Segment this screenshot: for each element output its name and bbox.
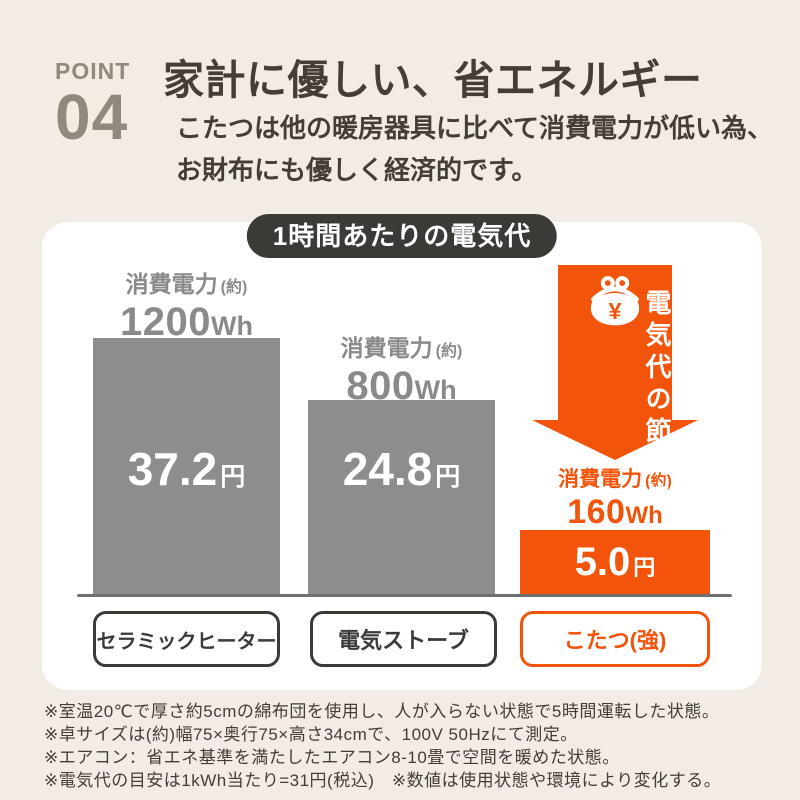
- chart-card: 1時間あたりの電気代 消費電力 (約) 1200Wh 消費電力 (約) 800Wh …: [42, 214, 762, 690]
- chart-baseline: [77, 594, 732, 597]
- point-label: POINT: [55, 58, 131, 84]
- category-kotatsu: こたつ(強): [520, 611, 710, 667]
- cost-number: 5.0: [574, 540, 631, 584]
- approx-note: (約): [220, 279, 248, 296]
- coin-purse-icon: ¥: [590, 276, 640, 326]
- bar-kotatsu: [520, 530, 710, 595]
- page-subtitle: こたつは他の暖房器具に比べて消費電力が低い為、 お財布にも優しく経済的です。: [176, 108, 773, 191]
- bar-electric-stove: [308, 400, 495, 595]
- cost-value-kotatsu: 5.0 円: [520, 542, 710, 582]
- power-word: 消費電力: [125, 271, 218, 297]
- footnote-1: ※室温20℃で厚さ約5cmの綿布団を使用し、人が入らない状態で5時間運転した状態…: [44, 702, 720, 721]
- savings-text-line1: 電気代の: [642, 289, 672, 417]
- savings-arrow-body: ¥: [558, 265, 672, 421]
- cost-unit: 円: [633, 555, 656, 580]
- power-label-kotatsu: 消費電力 (約) 160Wh: [520, 468, 710, 531]
- cost-value-stove: 24.8 円: [308, 446, 495, 492]
- page-title: 家計に優しい、省エネルギー: [163, 57, 703, 103]
- bar-ceramic-heater: [93, 338, 280, 595]
- power-unit: Wh: [625, 502, 663, 530]
- cost-unit: 円: [435, 463, 461, 491]
- savings-text-line2: 節約に: [642, 417, 672, 513]
- approx-note: (約): [645, 473, 672, 490]
- power-unit: Wh: [211, 311, 253, 342]
- category-ceramic-heater: セラミックヒーター: [93, 611, 280, 667]
- footnote-2: ※卓サイズは(約)幅75×奥行75×高さ34cmで、100V 50Hzにて測定。: [44, 725, 578, 744]
- power-label-stove: 消費電力 (約) 800Wh: [308, 335, 495, 408]
- power-word: 消費電力: [340, 335, 433, 361]
- cost-value-ceramic: 37.2 円: [93, 446, 280, 492]
- power-label-ceramic: 消費電力 (約) 1200Wh: [93, 271, 280, 345]
- page-subtitle-line2: お財布にも優しく経済的です。: [176, 154, 538, 185]
- power-value: 1200: [120, 300, 211, 345]
- footnotes: ※室温20℃で厚さ約5cmの綿布団を使用し、人が入らない状態で5時間運転した状態…: [44, 700, 721, 792]
- svg-text:¥: ¥: [608, 298, 621, 324]
- cost-number: 37.2: [127, 443, 218, 495]
- category-electric-stove: 電気ストーブ: [310, 611, 497, 667]
- cost-unit: 円: [220, 463, 246, 491]
- savings-arrow-head: [532, 420, 698, 460]
- power-value: 160: [567, 493, 626, 532]
- savings-arrow-text: 電気代の 節約に: [558, 289, 672, 513]
- footnote-3: ※エアコン：省エネ基準を満たしたエアコン8-10畳で空間を暖めた状態。: [44, 748, 620, 767]
- point-block: POINT 04: [55, 58, 131, 153]
- power-word: 消費電力: [558, 468, 643, 491]
- chart-title-badge: 1時間あたりの電気代: [246, 214, 558, 258]
- point-number: 04: [55, 81, 129, 153]
- approx-note: (約): [435, 343, 463, 360]
- footnote-4: ※電気代の目安は1kWh当たり=31円(税込) ※数値は使用状態や環境により変化…: [44, 771, 722, 790]
- page-subtitle-line1: こたつは他の暖房器具に比べて消費電力が低い為、: [176, 113, 773, 143]
- cost-number: 24.8: [342, 443, 433, 495]
